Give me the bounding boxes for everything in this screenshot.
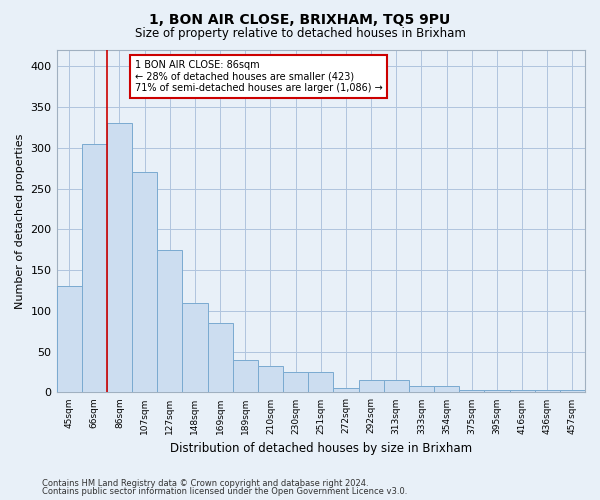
X-axis label: Distribution of detached houses by size in Brixham: Distribution of detached houses by size … bbox=[170, 442, 472, 455]
Bar bbox=[308, 372, 334, 392]
Bar bbox=[509, 390, 535, 392]
Text: Size of property relative to detached houses in Brixham: Size of property relative to detached ho… bbox=[134, 28, 466, 40]
Y-axis label: Number of detached properties: Number of detached properties bbox=[15, 134, 25, 309]
Bar bbox=[459, 390, 484, 392]
Bar bbox=[434, 386, 459, 392]
Bar bbox=[359, 380, 383, 392]
Bar bbox=[258, 366, 283, 392]
Bar bbox=[535, 390, 560, 392]
Bar bbox=[157, 250, 182, 392]
Bar bbox=[283, 372, 308, 392]
Bar bbox=[56, 286, 82, 393]
Bar bbox=[132, 172, 157, 392]
Bar bbox=[208, 323, 233, 392]
Bar bbox=[484, 390, 509, 392]
Text: Contains public sector information licensed under the Open Government Licence v3: Contains public sector information licen… bbox=[42, 487, 407, 496]
Bar bbox=[233, 360, 258, 392]
Text: 1 BON AIR CLOSE: 86sqm
← 28% of detached houses are smaller (423)
71% of semi-de: 1 BON AIR CLOSE: 86sqm ← 28% of detached… bbox=[134, 60, 382, 93]
Bar bbox=[182, 302, 208, 392]
Text: Contains HM Land Registry data © Crown copyright and database right 2024.: Contains HM Land Registry data © Crown c… bbox=[42, 478, 368, 488]
Bar bbox=[334, 388, 359, 392]
Bar bbox=[383, 380, 409, 392]
Text: 1, BON AIR CLOSE, BRIXHAM, TQ5 9PU: 1, BON AIR CLOSE, BRIXHAM, TQ5 9PU bbox=[149, 12, 451, 26]
Bar bbox=[560, 390, 585, 392]
Bar bbox=[409, 386, 434, 392]
Bar bbox=[82, 144, 107, 392]
Bar bbox=[107, 124, 132, 392]
